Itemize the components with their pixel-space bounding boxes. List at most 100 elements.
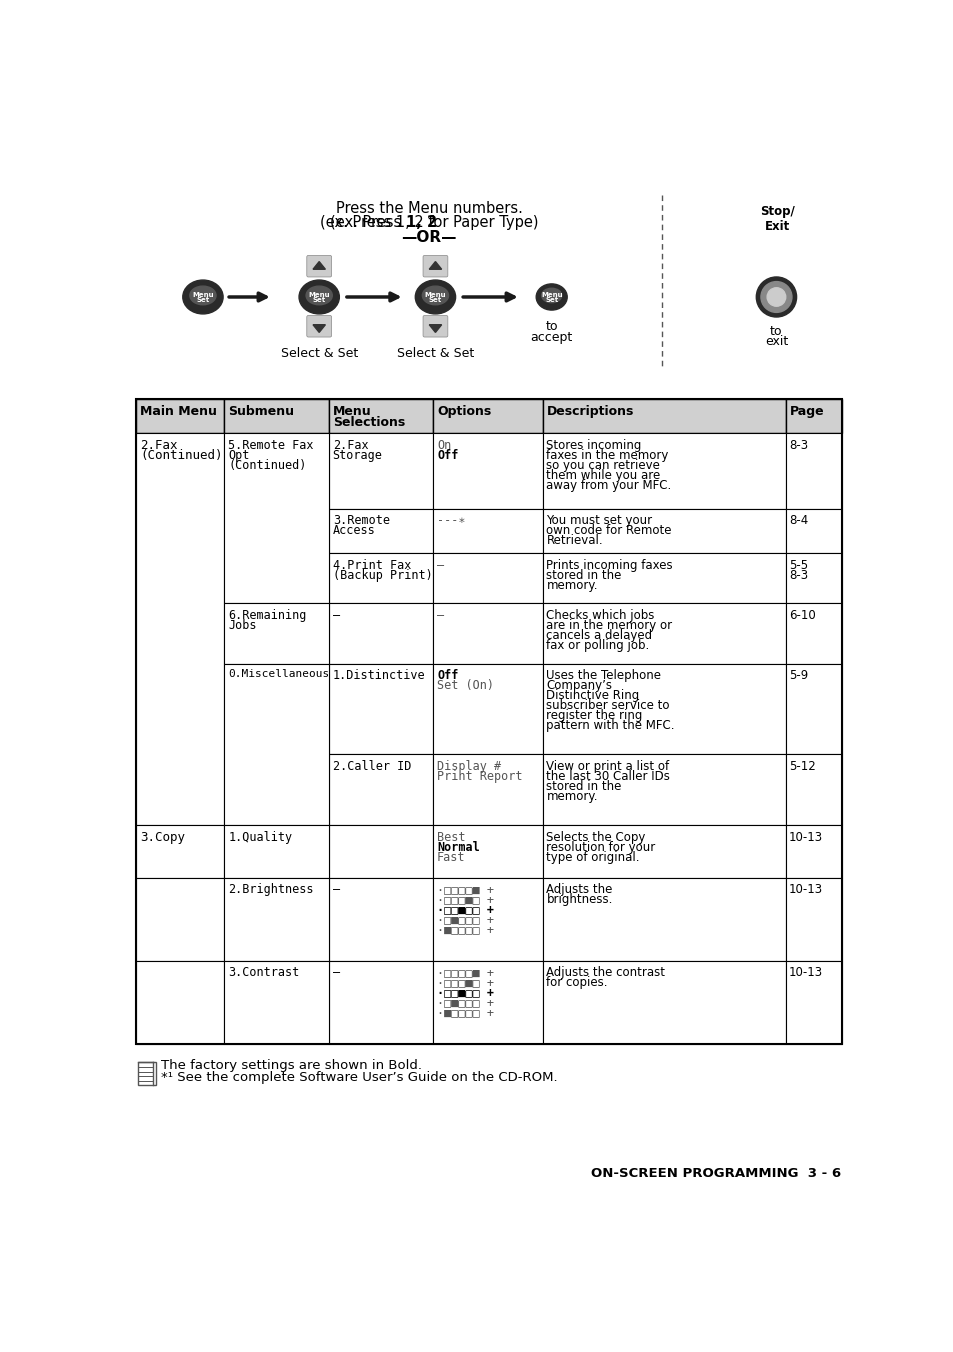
Bar (785, 825, 841, 877)
Text: (Continued): (Continued) (228, 458, 306, 472)
Text: are in the memory or: are in the memory or (546, 619, 672, 631)
Bar (542, 603, 785, 664)
Bar (136, 877, 224, 961)
Text: so you can retrieve: so you can retrieve (546, 458, 659, 472)
FancyBboxPatch shape (307, 256, 332, 277)
Polygon shape (429, 261, 441, 269)
Text: 2.Brightness: 2.Brightness (228, 883, 314, 896)
Text: Checks which jobs: Checks which jobs (546, 608, 654, 622)
Bar (785, 603, 841, 664)
Text: Normal: Normal (436, 841, 479, 853)
Text: Off: Off (436, 669, 458, 681)
Text: fax or polling job.: fax or polling job. (546, 639, 649, 652)
Bar (542, 754, 785, 825)
Text: Adjusts the contrast: Adjusts the contrast (546, 967, 664, 979)
Bar (433, 825, 542, 877)
Text: —: — (436, 608, 444, 622)
Text: own code for Remote: own code for Remote (546, 525, 671, 537)
Text: 2.Fax: 2.Fax (333, 438, 368, 452)
Bar (433, 433, 542, 508)
Bar (224, 664, 329, 825)
Text: Menu: Menu (308, 292, 330, 297)
Text: On: On (436, 438, 451, 452)
Text: Menu: Menu (192, 292, 213, 297)
Text: (Backup Print): (Backup Print) (333, 569, 432, 581)
Text: Select & Set: Select & Set (280, 347, 357, 360)
Bar (433, 877, 542, 961)
Polygon shape (429, 324, 441, 333)
Text: ---∗: ---∗ (436, 514, 465, 527)
Text: Prints incoming faxes: Prints incoming faxes (546, 558, 672, 572)
Text: 8-4: 8-4 (788, 514, 807, 527)
Text: 5-5: 5-5 (788, 558, 807, 572)
Bar (785, 399, 841, 433)
Text: 3.Remote: 3.Remote (333, 514, 389, 527)
Bar (224, 433, 329, 603)
Bar (433, 553, 542, 603)
Bar (224, 399, 329, 433)
Text: memory.: memory. (546, 790, 598, 803)
Text: Off: Off (436, 449, 458, 461)
Bar (329, 961, 433, 1044)
Ellipse shape (541, 288, 561, 303)
Text: Menu: Menu (424, 292, 446, 297)
Ellipse shape (536, 284, 567, 310)
Bar (433, 508, 542, 553)
Text: ·■□□□□ +: ·■□□□□ + (436, 1006, 494, 1019)
Bar (542, 508, 785, 553)
Bar (785, 508, 841, 553)
Text: cancels a delayed: cancels a delayed (546, 629, 652, 642)
Ellipse shape (190, 287, 215, 304)
FancyBboxPatch shape (422, 315, 447, 337)
Bar (136, 399, 224, 433)
Text: 3.Contrast: 3.Contrast (228, 967, 299, 979)
Bar (329, 433, 433, 508)
Text: Set: Set (313, 297, 326, 303)
Text: ·□□□□■ +: ·□□□□■ + (436, 967, 494, 979)
Text: 10-13: 10-13 (788, 830, 822, 844)
Bar (224, 825, 329, 877)
Text: accept: accept (530, 331, 572, 343)
Text: Options: Options (436, 404, 491, 418)
Text: Set (On): Set (On) (436, 679, 494, 692)
Text: ·■□□□□ +: ·■□□□□ + (436, 923, 494, 936)
Text: 4.Print Fax: 4.Print Fax (333, 558, 411, 572)
Ellipse shape (306, 287, 332, 304)
Bar (224, 877, 329, 961)
Bar (136, 399, 841, 1044)
Bar (785, 553, 841, 603)
Ellipse shape (415, 280, 456, 314)
Bar (329, 877, 433, 961)
Ellipse shape (183, 280, 223, 314)
Text: exit: exit (764, 335, 787, 349)
Text: Menu: Menu (333, 404, 371, 418)
Text: the last 30 Caller IDs: the last 30 Caller IDs (546, 769, 670, 783)
Text: Fast: Fast (436, 850, 465, 864)
Text: Jobs: Jobs (228, 619, 256, 631)
Bar (542, 664, 785, 754)
Text: —: — (333, 883, 339, 896)
Text: 0.Miscellaneous: 0.Miscellaneous (228, 669, 329, 679)
Text: —: — (436, 558, 444, 572)
Bar (329, 603, 433, 664)
Text: ·□■□□□ +: ·□■□□□ + (436, 996, 494, 1009)
Bar (329, 754, 433, 825)
Circle shape (760, 281, 791, 312)
Bar (136, 433, 224, 825)
Bar (329, 553, 433, 603)
Text: brightness.: brightness. (546, 892, 612, 906)
Bar (136, 961, 224, 1044)
Text: 8-3: 8-3 (788, 438, 807, 452)
Text: The factory settings are shown in Bold.: The factory settings are shown in Bold. (161, 1059, 421, 1072)
Text: ·□□■□□ +: ·□□■□□ + (436, 986, 494, 999)
Bar (329, 664, 433, 754)
Text: *¹ See the complete Software User’s Guide on the CD-ROM.: *¹ See the complete Software User’s Guid… (161, 1071, 558, 1084)
Text: pattern with the MFC.: pattern with the MFC. (546, 719, 674, 731)
Circle shape (756, 277, 796, 316)
Text: 5-9: 5-9 (788, 669, 807, 681)
Text: 1.Distinctive: 1.Distinctive (333, 669, 425, 681)
Text: 1, 2: 1, 2 (406, 215, 436, 230)
Text: 3.Copy: 3.Copy (140, 830, 185, 844)
Text: Opt: Opt (228, 449, 250, 461)
Text: Page: Page (789, 404, 823, 418)
